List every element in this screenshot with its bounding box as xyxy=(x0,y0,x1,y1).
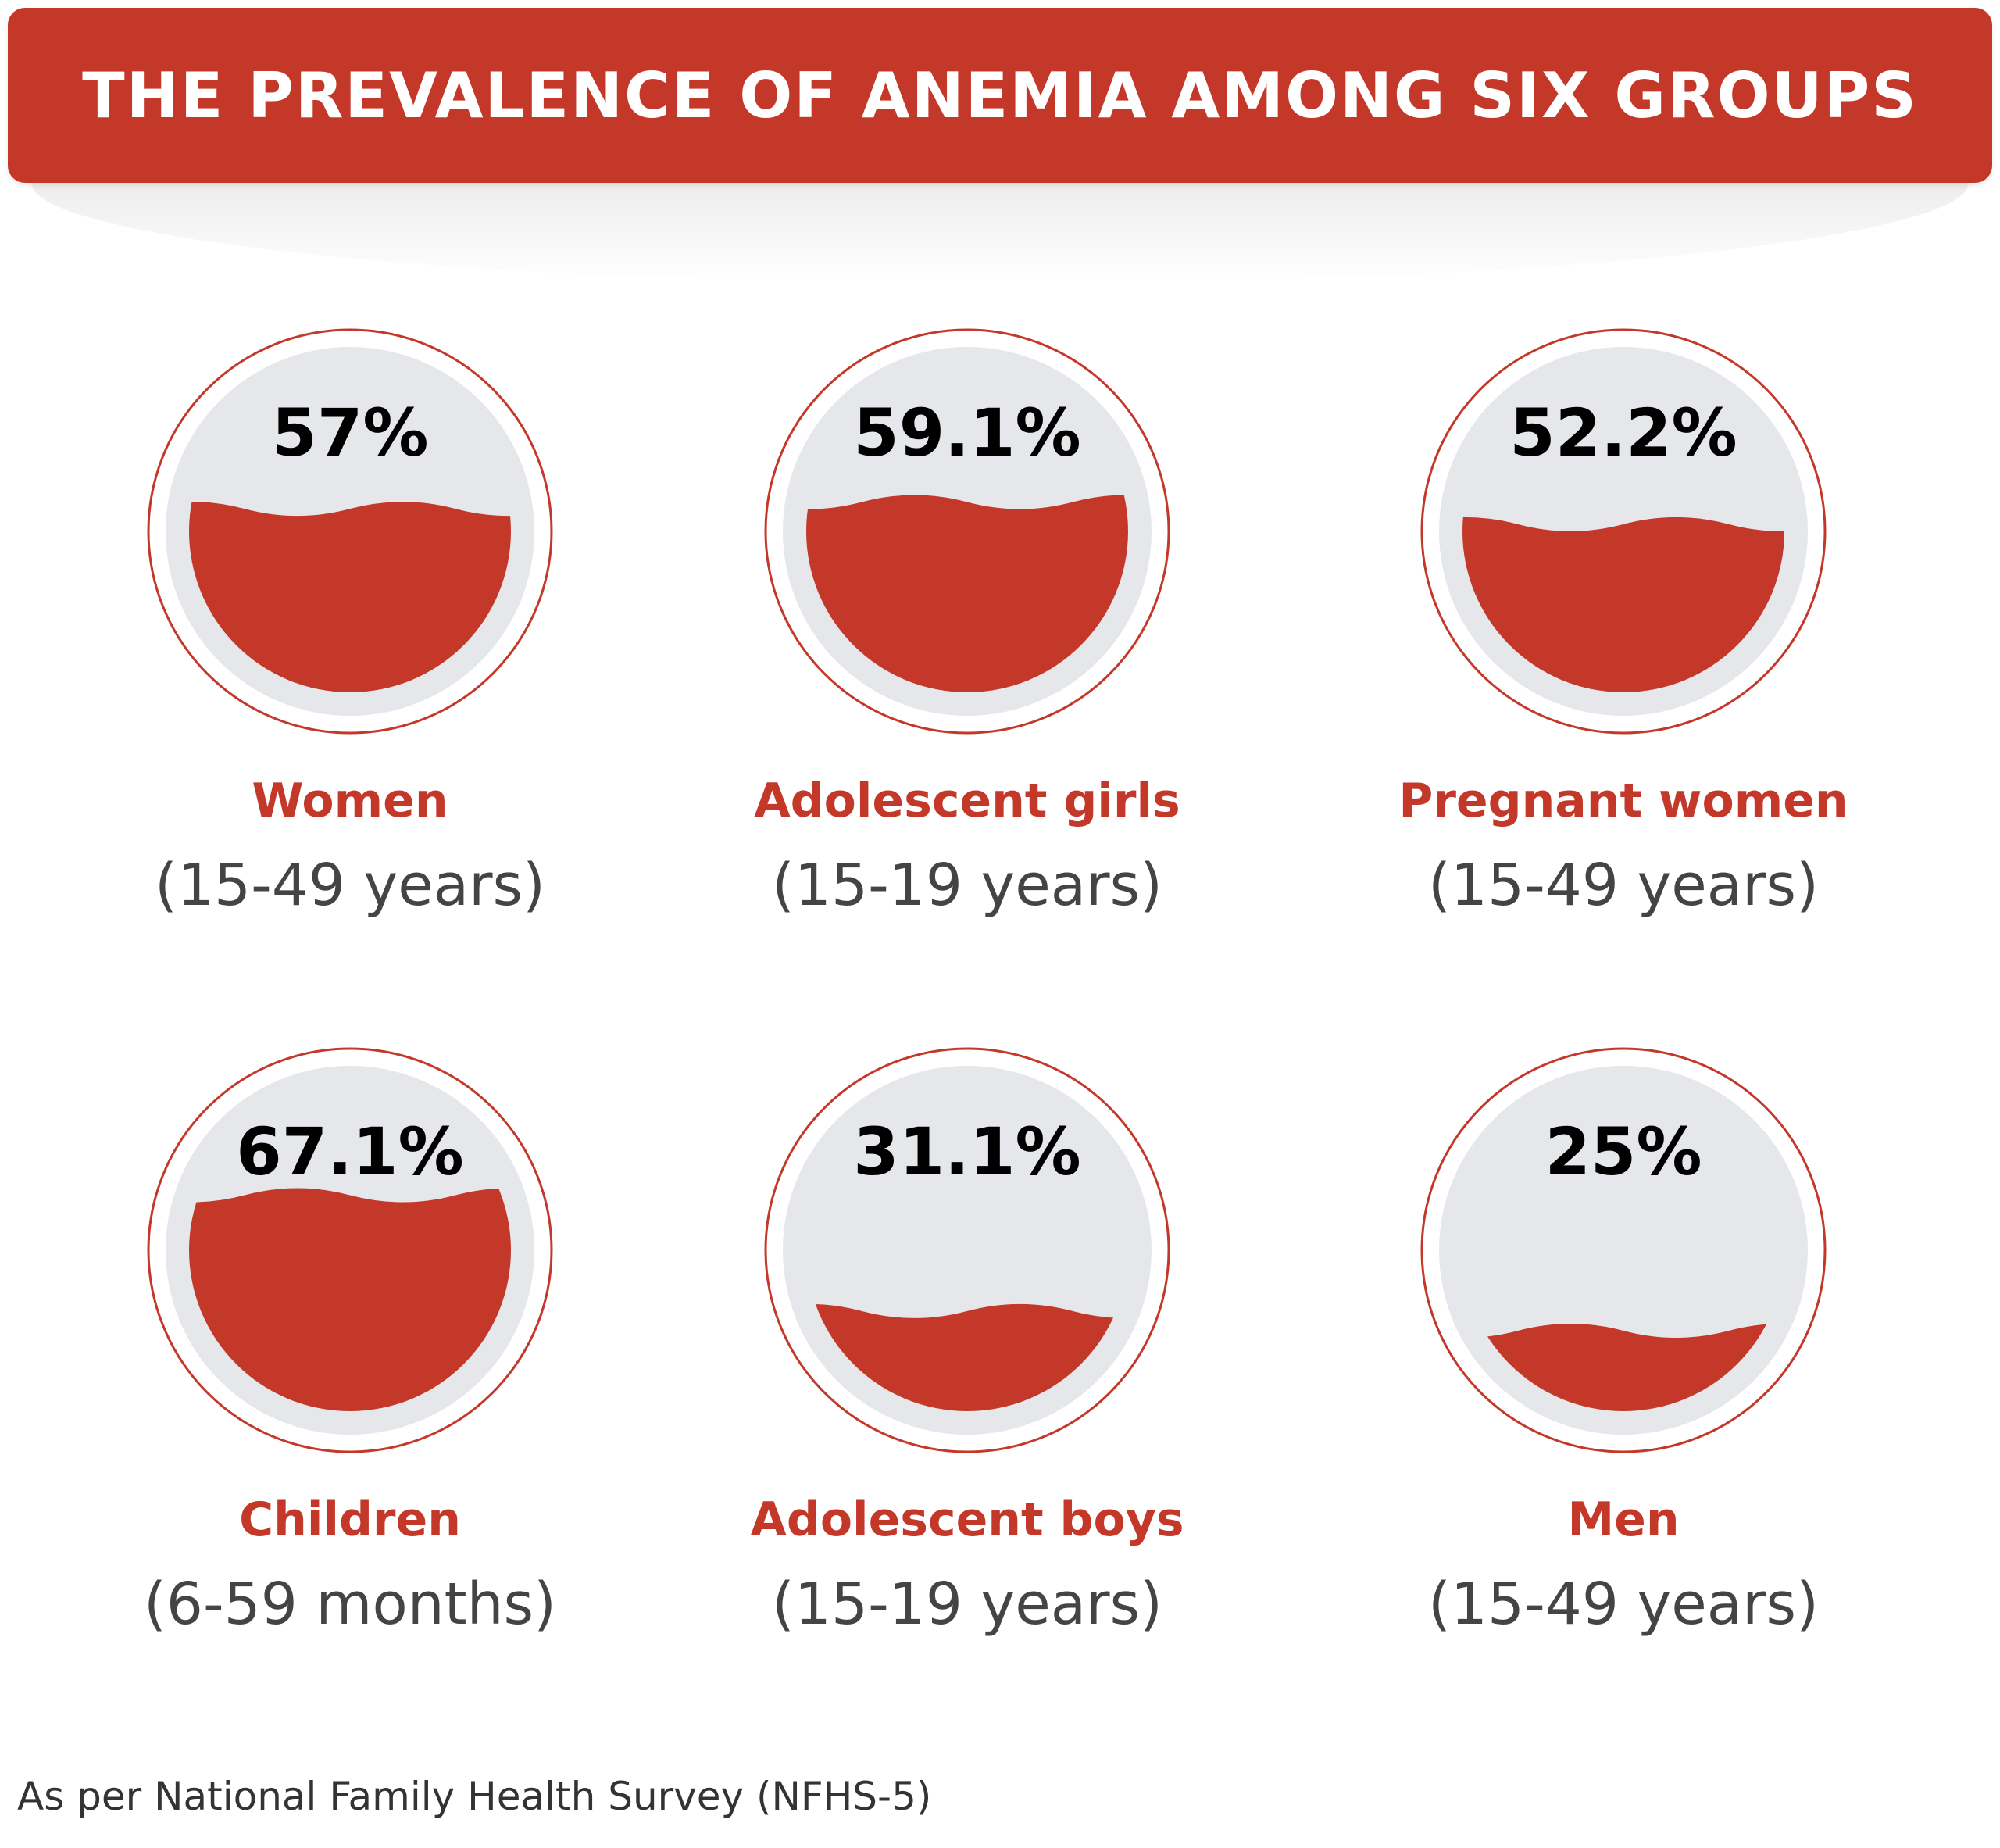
gauge-pregnant-women: 52.2% xyxy=(1420,328,1827,735)
group-name: Adolescent girls xyxy=(754,774,1180,828)
group-age: (15-49 years) xyxy=(1428,852,1819,919)
gauge-svg xyxy=(147,1047,553,1453)
gauge-men: 25% xyxy=(1420,1047,1827,1453)
value-label: 25% xyxy=(1545,1113,1702,1190)
group-pregnant-women: 52.2% Pregnant women (15-49 years) xyxy=(1327,328,1920,1016)
group-adolescent-boys: 31.1% Adolescent boys (15-19 years) xyxy=(670,1047,1264,1735)
group-age: (6-59 months) xyxy=(144,1571,556,1638)
group-name: Men xyxy=(1567,1492,1680,1547)
group-age: (15-49 years) xyxy=(1428,1571,1819,1638)
gauge-adolescent-girls: 59.1% xyxy=(764,328,1170,735)
gauge-svg xyxy=(764,328,1170,735)
value-label: 52.2% xyxy=(1509,395,1738,471)
group-name: Pregnant women xyxy=(1398,774,1848,828)
source-footnote: As per National Family Health Survey (NF… xyxy=(17,1774,932,1819)
gauge-svg xyxy=(764,1047,1170,1453)
gauge-women: 57% xyxy=(147,328,553,735)
group-adolescent-girls: 59.1% Adolescent girls (15-19 years) xyxy=(670,328,1264,1016)
group-men: 25% Men (15-49 years) xyxy=(1327,1047,1920,1735)
gauge-adolescent-boys: 31.1% xyxy=(764,1047,1170,1453)
gauge-fill xyxy=(1462,1324,1784,1411)
gauge-fill xyxy=(806,1303,1128,1411)
group-name: Women xyxy=(252,774,448,828)
gauge-svg xyxy=(147,328,553,735)
banner-shadow xyxy=(31,183,1969,284)
group-name: Adolescent boys xyxy=(750,1492,1184,1547)
value-label: 67.1% xyxy=(236,1113,464,1190)
group-age: (15-19 years) xyxy=(772,1571,1162,1638)
group-name: Children xyxy=(239,1492,461,1547)
value-label: 59.1% xyxy=(853,395,1081,471)
group-children: 67.1% Children (6-59 months) xyxy=(53,1047,647,1735)
gauge-svg xyxy=(1420,1047,1827,1453)
group-age: (15-49 years) xyxy=(155,852,545,919)
chart-title: THE PREVALENCE OF ANEMIA AMONG SIX GROUP… xyxy=(82,59,1918,132)
group-women: 57% Women (15-49 years) xyxy=(53,328,647,1016)
gauge-svg xyxy=(1420,328,1827,735)
gauge-children: 67.1% xyxy=(147,1047,553,1453)
title-banner: THE PREVALENCE OF ANEMIA AMONG SIX GROUP… xyxy=(8,8,1992,183)
group-age: (15-19 years) xyxy=(772,852,1162,919)
value-label: 57% xyxy=(271,395,429,471)
value-label: 31.1% xyxy=(853,1113,1081,1190)
